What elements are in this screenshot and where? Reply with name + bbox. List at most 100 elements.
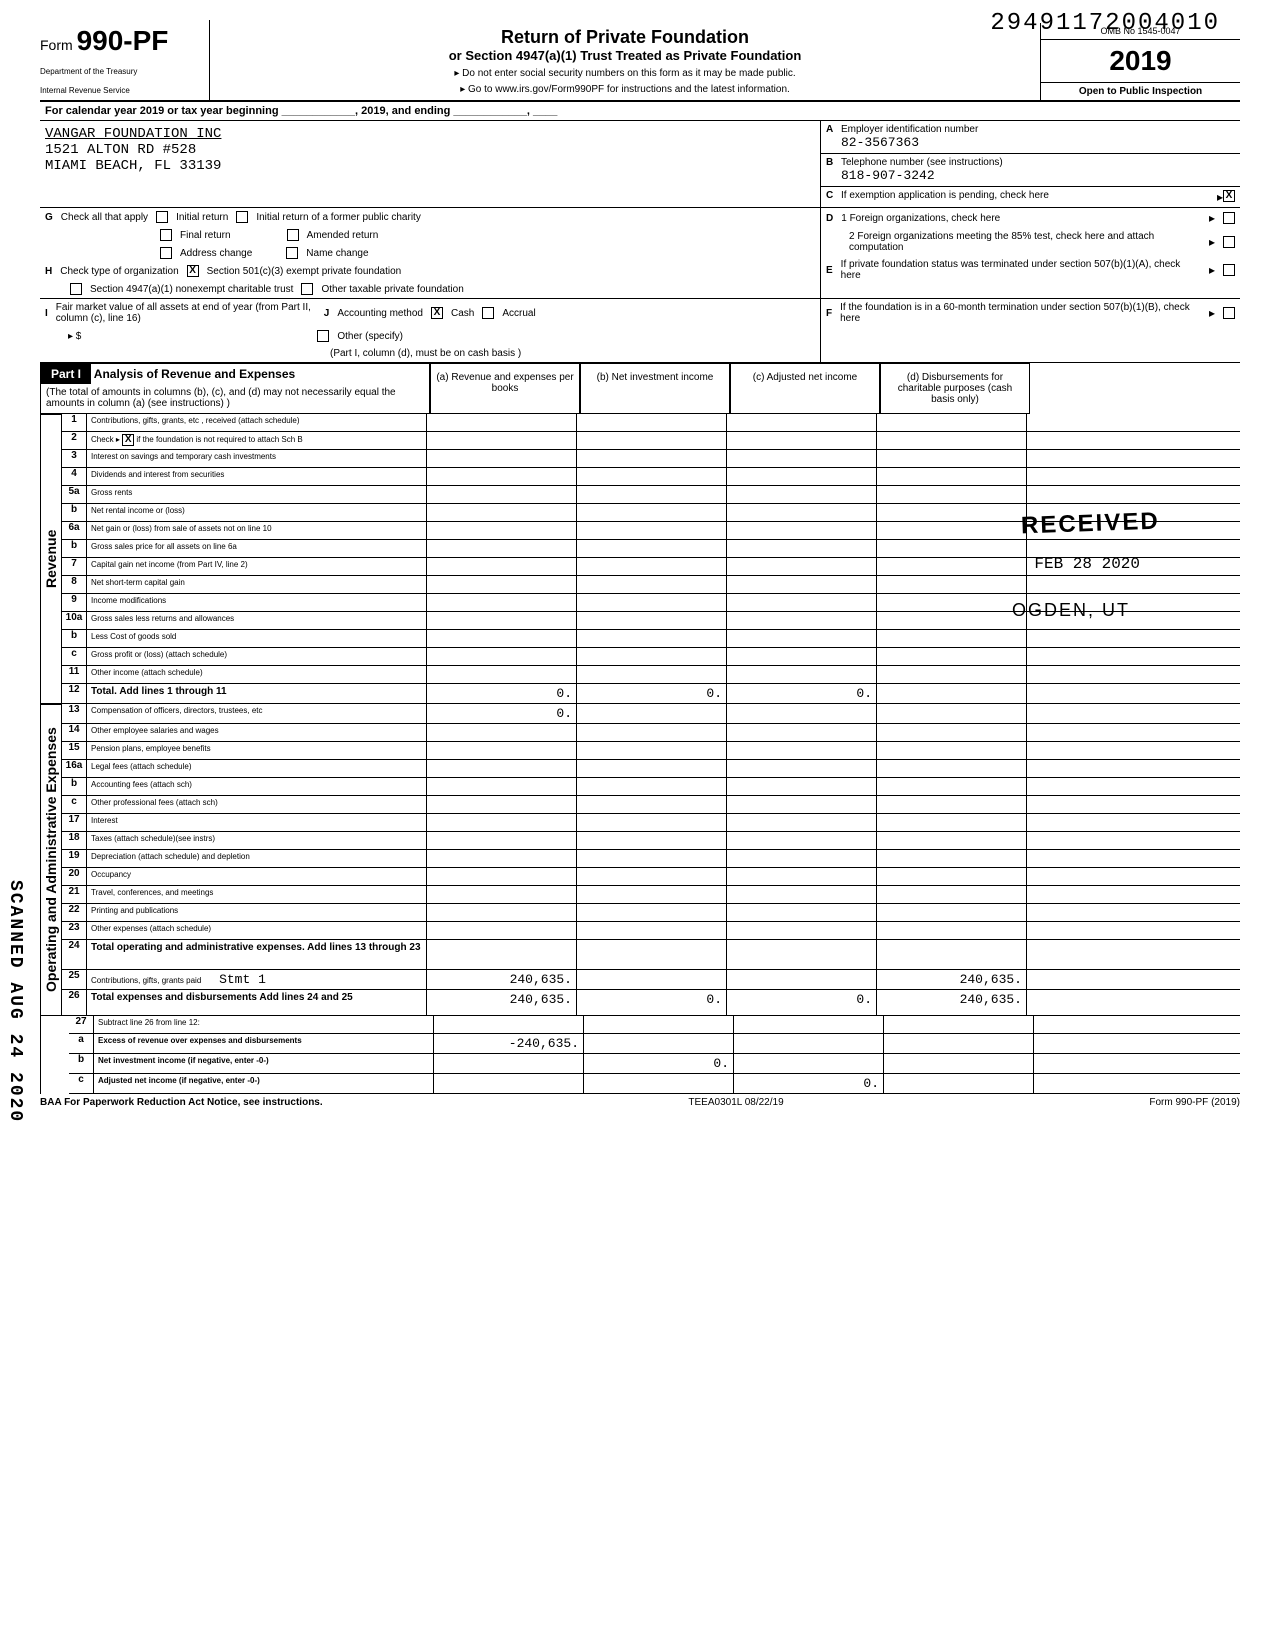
form-number: Form 990-PF <box>40 25 199 57</box>
initial-return-label: Initial return <box>176 212 228 223</box>
box-h-label: H <box>45 266 52 277</box>
line-2-desc: Check ▸ if the foundation is not require… <box>87 432 427 449</box>
form-subtitle: or Section 4947(a)(1) Trust Treated as P… <box>215 48 1035 63</box>
line-26-d: 240,635. <box>877 990 1027 1015</box>
box-a-label: A <box>826 124 841 150</box>
amended-return-checkbox[interactable] <box>287 229 299 241</box>
line-5a-desc: Gross rents <box>87 486 427 503</box>
line-num: 7 <box>62 558 87 575</box>
foreign-org-checkbox[interactable] <box>1223 212 1235 224</box>
terminated-checkbox[interactable] <box>1223 264 1235 276</box>
org-address-2: MIAMI BEACH, FL 33139 <box>45 158 815 174</box>
dept-treasury: Department of the Treasury <box>40 67 199 76</box>
final-return-checkbox[interactable] <box>160 229 172 241</box>
line-num: 5a <box>62 486 87 503</box>
501c3-checkbox[interactable] <box>187 265 199 277</box>
footer-mid: TEEA0301L 08/22/19 <box>688 1097 783 1108</box>
line-24-desc: Total operating and administrative expen… <box>87 940 427 969</box>
name-change-checkbox[interactable] <box>286 247 298 259</box>
part1-note: (The total of amounts in columns (b), (c… <box>41 384 429 412</box>
line-25-a: 240,635. <box>427 970 577 989</box>
part1-title: Analysis of Revenue and Expenses <box>94 367 295 381</box>
initial-former-checkbox[interactable] <box>236 211 248 223</box>
address-change-label: Address change <box>180 248 252 259</box>
other-method-checkbox[interactable] <box>317 330 329 342</box>
final-return-label: Final return <box>180 230 231 241</box>
box-j-label: J <box>324 308 330 319</box>
line-27c-desc: Adjusted net income (if negative, enter … <box>94 1074 434 1093</box>
initial-former-label: Initial return of a former public charit… <box>256 212 421 223</box>
line-num: 1 <box>62 414 87 431</box>
exemption-pending-label: If exemption application is pending, che… <box>841 190 1217 204</box>
line-12-desc: Total. Add lines 1 through 11 <box>87 684 427 703</box>
line-1-desc: Contributions, gifts, grants, etc , rece… <box>87 414 427 431</box>
line-num: b <box>62 540 87 557</box>
form-title: Return of Private Foundation <box>215 27 1035 48</box>
footer-left: BAA For Paperwork Reduction Act Notice, … <box>40 1097 323 1108</box>
received-stamp: RECEIVED <box>1021 508 1161 541</box>
address-change-checkbox[interactable] <box>160 247 172 259</box>
form-note-url: ▸ Go to www.irs.gov/Form990PF for instru… <box>215 84 1035 95</box>
dept-irs: Internal Revenue Service <box>40 86 199 95</box>
line-num: 18 <box>62 832 87 849</box>
foreign-org-label: 1 Foreign organizations, check here <box>841 213 1201 224</box>
line-26-a: 240,635. <box>427 990 577 1015</box>
line-12-a: 0. <box>427 684 577 703</box>
amended-return-label: Amended return <box>307 230 379 241</box>
line-22-desc: Printing and publications <box>87 904 427 921</box>
line-5b-desc: Net rental income or (loss) <box>87 504 427 521</box>
org-address-1: 1521 ALTON RD #528 <box>45 142 815 158</box>
4947-checkbox[interactable] <box>70 283 82 295</box>
fmv-label: Fair market value of all assets at end o… <box>56 302 316 324</box>
line-16c-desc: Other professional fees (attach sch) <box>87 796 427 813</box>
other-taxable-checkbox[interactable] <box>301 283 313 295</box>
line-num: b <box>62 778 87 795</box>
box-c-label: C <box>826 190 841 204</box>
exemption-pending-checkbox[interactable] <box>1223 190 1235 202</box>
accrual-checkbox[interactable] <box>482 307 494 319</box>
cash-label: Cash <box>451 308 474 319</box>
line-8-desc: Net short-term capital gain <box>87 576 427 593</box>
60month-checkbox[interactable] <box>1223 307 1235 319</box>
line-21-desc: Travel, conferences, and meetings <box>87 886 427 903</box>
fmv-prefix: ▸ $ <box>68 331 81 342</box>
line-7-desc: Capital gain net income (from Part IV, l… <box>87 558 427 575</box>
line-26-desc: Total expenses and disbursements Add lin… <box>87 990 427 1015</box>
foreign-85-checkbox[interactable] <box>1223 236 1235 248</box>
line-20-desc: Occupancy <box>87 868 427 885</box>
line-num: 19 <box>62 850 87 867</box>
line-num: 23 <box>62 922 87 939</box>
line-num: c <box>62 648 87 665</box>
terminated-label: If private foundation status was termina… <box>841 259 1201 281</box>
accrual-label: Accrual <box>502 308 535 319</box>
calendar-year-line: For calendar year 2019 or tax year begin… <box>40 102 1240 121</box>
box-d-label: D <box>826 213 833 224</box>
line-num: 6a <box>62 522 87 539</box>
cash-checkbox[interactable] <box>431 307 443 319</box>
stamp-location: OGDEN, UT <box>1012 600 1130 621</box>
501c3-label: Section 501(c)(3) exempt private foundat… <box>207 266 402 277</box>
line-num: 22 <box>62 904 87 921</box>
line-num: 13 <box>62 704 87 723</box>
form-note-ssn: ▸ Do not enter social security numbers o… <box>215 68 1035 79</box>
sch-b-checkbox[interactable] <box>122 434 134 446</box>
line-25-desc: Contributions, gifts, grants paid Stmt 1 <box>87 970 427 989</box>
line-num: 15 <box>62 742 87 759</box>
line-num: 14 <box>62 724 87 741</box>
line-num: 8 <box>62 576 87 593</box>
line-3-desc: Interest on savings and temporary cash i… <box>87 450 427 467</box>
line-num: 9 <box>62 594 87 611</box>
line-num: b <box>62 504 87 521</box>
line-27-desc: Subtract line 26 from line 12: <box>94 1016 434 1033</box>
tax-year: 2019 <box>1041 40 1240 83</box>
stamp-date: FEB 28 2020 <box>1034 555 1140 573</box>
phone-label: Telephone number (see instructions) <box>841 157 1235 168</box>
document-id: 29491172004010 <box>990 10 1220 37</box>
line-num: 25 <box>62 970 87 989</box>
line-26-b: 0. <box>577 990 727 1015</box>
box-g-label: G <box>45 212 53 223</box>
line-num: 12 <box>62 684 87 703</box>
initial-return-checkbox[interactable] <box>156 211 168 223</box>
other-taxable-label: Other taxable private foundation <box>321 284 463 295</box>
box-b-label: B <box>826 157 841 183</box>
